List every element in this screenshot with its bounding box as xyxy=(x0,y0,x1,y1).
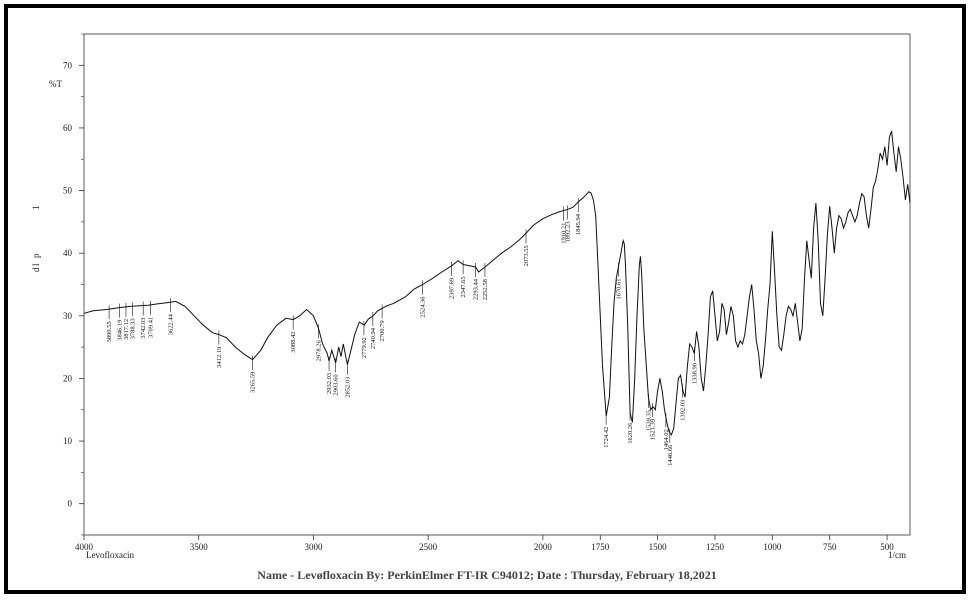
peak-label: 1539.35 xyxy=(646,410,653,431)
peak-label: 1392.03 xyxy=(679,400,686,421)
peak-label: 1620.26 xyxy=(627,422,634,444)
y-tick-label: 70 xyxy=(63,60,73,70)
peak-label: 3088.42 xyxy=(290,332,297,353)
peak-label: 1521.39 xyxy=(650,419,657,440)
x-axis-label: 1/cm xyxy=(888,550,906,560)
left-axis-glyph: l xyxy=(31,263,41,266)
y-tick-label: 10 xyxy=(63,436,73,446)
peak-label: 3412.19 xyxy=(216,347,223,368)
y-tick-label: 20 xyxy=(63,373,73,383)
y-tick-label: 30 xyxy=(63,311,73,321)
peak-label: 3265.59 xyxy=(250,372,257,393)
x-tick-label: 750 xyxy=(823,542,837,552)
y-tick-label: 40 xyxy=(63,248,73,258)
peak-label: 1845.94 xyxy=(575,213,582,235)
peak-label: 3622.44 xyxy=(168,313,175,335)
peak-label: 3890.55 xyxy=(106,321,113,342)
peak-label: 3817.12 xyxy=(123,319,130,340)
y-axis-label: %T xyxy=(49,79,62,89)
peak-label: 2293.44 xyxy=(473,278,480,300)
peak-label: 2524.36 xyxy=(420,296,427,318)
peak-label: 3742.03 xyxy=(140,318,147,339)
peak-label: 1464.02 xyxy=(663,429,670,450)
x-tick-label: 1750 xyxy=(591,542,610,552)
x-tick-label: 2500 xyxy=(419,542,438,552)
peak-label: 2852.03 xyxy=(344,377,351,398)
spectrum-line xyxy=(83,130,911,436)
peak-label: 2740.94 xyxy=(370,327,377,349)
peak-label: 3846.19 xyxy=(116,320,123,341)
x-tick-label: 3000 xyxy=(304,542,323,552)
x-tick-label: 3500 xyxy=(190,542,209,552)
peak-label: 2779.92 xyxy=(361,337,368,358)
peak-label: 2252.58 xyxy=(482,279,489,300)
peak-label: 2932.03 xyxy=(326,373,333,394)
peak-label: 3788.33 xyxy=(130,318,137,339)
peak-label: 3709.41 xyxy=(148,317,155,338)
peak-label: 1446.66 xyxy=(667,444,674,466)
left-axis-glyph: p xyxy=(31,253,41,258)
peak-label: 1338.90 xyxy=(692,363,699,384)
figure-caption: Name - Levøfloxacin By: PerkinElmer FT-I… xyxy=(257,568,717,582)
peak-label: 1670.61 xyxy=(615,278,622,299)
peak-label: 1910.21 xyxy=(560,223,567,244)
y-tick-label: 0 xyxy=(68,499,73,509)
peak-label: 2700.79 xyxy=(379,320,386,341)
figure-frame xyxy=(4,4,966,594)
left-axis-glyph: d xyxy=(31,267,41,272)
x-tick-label: 4000 xyxy=(75,542,94,552)
x-tick-label: 500 xyxy=(880,542,894,552)
peak-label: 2903.60 xyxy=(333,374,340,395)
x-tick-label: 1250 xyxy=(706,542,725,552)
sample-label: Levofloxacin xyxy=(86,550,134,560)
x-tick-label: 1000 xyxy=(763,542,782,552)
peak-label: 2073.55 xyxy=(523,245,530,266)
peak-label: 2397.69 xyxy=(449,278,456,299)
x-tick-label: 1500 xyxy=(649,542,668,552)
plot-area-border xyxy=(83,33,911,536)
left-axis-glyph: 1 xyxy=(31,206,41,211)
peak-label: 2978.26 xyxy=(315,339,322,361)
peak-label: 1724.42 xyxy=(603,427,610,448)
y-tick-label: 60 xyxy=(63,123,73,133)
peak-label: 1892.23 xyxy=(565,221,572,242)
x-tick-label: 2000 xyxy=(534,542,553,552)
peak-label: 2347.65 xyxy=(460,276,467,297)
y-tick-label: 50 xyxy=(63,186,73,196)
